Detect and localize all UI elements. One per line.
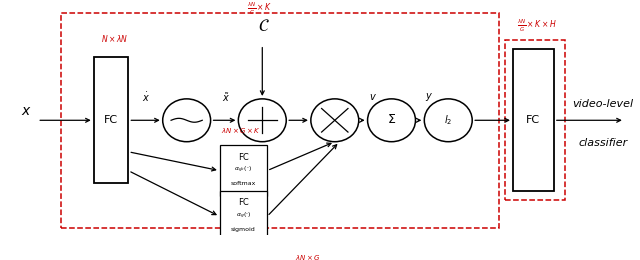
Text: $\frac{\lambda N}{G} \times K$: $\frac{\lambda N}{G} \times K$: [246, 1, 272, 17]
Text: $\alpha_{gk}(\cdot)$: $\alpha_{gk}(\cdot)$: [234, 165, 252, 175]
Text: $\lambda N \times G$: $\lambda N \times G$: [295, 253, 321, 260]
Text: $y$: $y$: [426, 91, 433, 103]
FancyBboxPatch shape: [505, 40, 565, 200]
Text: $x$: $x$: [20, 104, 31, 118]
FancyBboxPatch shape: [61, 13, 499, 228]
Text: video-level: video-level: [572, 99, 633, 109]
Text: $\tilde{x}$: $\tilde{x}$: [222, 91, 230, 104]
Text: sigmoid: sigmoid: [231, 226, 256, 232]
Ellipse shape: [311, 99, 359, 142]
Text: softmax: softmax: [230, 181, 256, 186]
Text: FC: FC: [238, 153, 249, 161]
Text: $\Sigma$: $\Sigma$: [387, 113, 396, 126]
Text: $\frac{\lambda N}{G} \times K \times H$: $\frac{\lambda N}{G} \times K \times H$: [516, 18, 556, 35]
Text: classifier: classifier: [578, 138, 627, 148]
Ellipse shape: [238, 99, 286, 142]
Bar: [513, 49, 554, 191]
Bar: [93, 57, 129, 183]
Ellipse shape: [367, 99, 415, 142]
Text: $N \times \lambda N$: $N \times \lambda N$: [100, 34, 128, 44]
Text: FC: FC: [104, 115, 118, 125]
Ellipse shape: [163, 99, 211, 142]
Text: FC: FC: [238, 198, 249, 207]
Bar: [220, 146, 267, 196]
Text: $\lambda N \times G \times K$: $\lambda N \times G \times K$: [221, 126, 260, 135]
Text: $\dot{x}$: $\dot{x}$: [142, 91, 150, 104]
Text: $\mathcal{C}$: $\mathcal{C}$: [259, 17, 270, 35]
Bar: [220, 191, 267, 242]
Ellipse shape: [424, 99, 472, 142]
Text: $\alpha_g(\cdot)$: $\alpha_g(\cdot)$: [236, 210, 251, 220]
Text: $l_2$: $l_2$: [444, 113, 452, 127]
Text: $v$: $v$: [369, 92, 376, 102]
Text: FC: FC: [526, 115, 540, 125]
